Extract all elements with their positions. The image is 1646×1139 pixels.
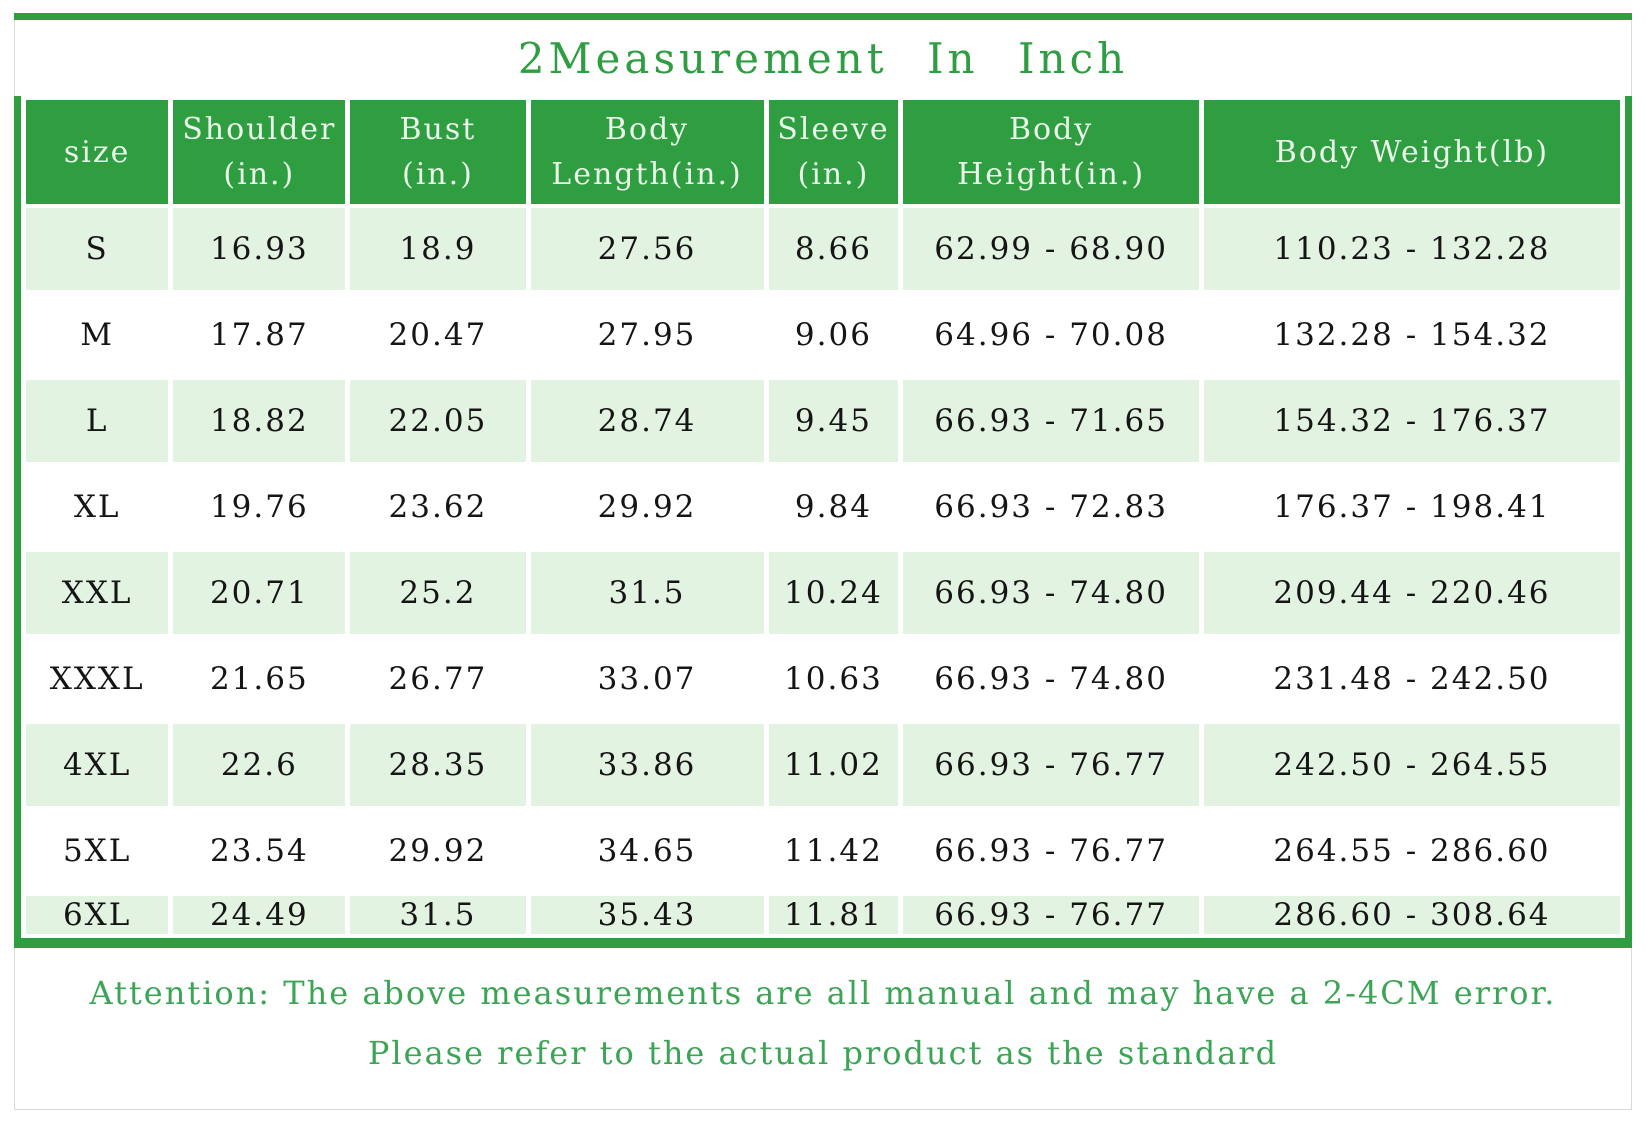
value-cell: 66.93 - 74.80 [903, 638, 1199, 720]
value-cell: 33.07 [530, 638, 764, 720]
value-cell: 66.93 - 76.77 [903, 810, 1199, 892]
value-cell: 25.2 [350, 552, 526, 634]
size-chart-page: 2Measurement In Inch size Shoulder (in.) B… [0, 13, 1646, 1110]
table-row: 5XL 23.54 29.92 34.65 11.42 66.93 - 76.77 264.… [26, 810, 1620, 892]
size-cell: 6XL [26, 896, 169, 934]
value-cell: 29.92 [530, 466, 764, 548]
table-row: XL 19.76 23.62 29.92 9.84 66.93 - 72.83 176.37… [26, 466, 1620, 548]
size-table-wrap: size Shoulder (in.) Bust (in.) Body Length(… [14, 96, 1632, 948]
table-row: 4XL 22.6 28.35 33.86 11.02 66.93 - 76.77 242.5… [26, 724, 1620, 806]
value-cell: 8.66 [768, 208, 899, 290]
title-section: 2Measurement In Inch [14, 20, 1632, 96]
size-cell: XL [26, 466, 169, 548]
value-cell: 132.28 - 154.32 [1203, 294, 1620, 376]
size-cell: XXXL [26, 638, 169, 720]
value-cell: 242.50 - 264.55 [1203, 724, 1620, 806]
value-cell: 11.81 [768, 896, 899, 934]
value-cell: 66.93 - 76.77 [903, 896, 1199, 934]
value-cell: 19.76 [173, 466, 346, 548]
column-header: Body Height(in.) [903, 100, 1199, 204]
column-header: size [26, 100, 169, 204]
size-cell: M [26, 294, 169, 376]
column-header: Body Length(in.) [530, 100, 764, 204]
table-body: S 16.93 18.9 27.56 8.66 62.99 - 68.90 110.23 -… [26, 208, 1620, 934]
size-table: size Shoulder (in.) Bust (in.) Body Length(… [21, 96, 1625, 938]
table-row: L 18.82 22.05 28.74 9.45 66.93 - 71.65 154.32 … [26, 380, 1620, 462]
table-row: 6XL 24.49 31.5 35.43 11.81 66.93 - 76.77 286.6… [26, 896, 1620, 934]
value-cell: 33.86 [530, 724, 764, 806]
value-cell: 17.87 [173, 294, 346, 376]
value-cell: 16.93 [173, 208, 346, 290]
table-row: S 16.93 18.9 27.56 8.66 62.99 - 68.90 110.23 -… [26, 208, 1620, 290]
value-cell: 9.06 [768, 294, 899, 376]
size-cell: L [26, 380, 169, 462]
size-cell: 4XL [26, 724, 169, 806]
attention-section: Attention: The above measurements are al… [14, 948, 1632, 1110]
header-row: size Shoulder (in.) Bust (in.) Body Length(… [26, 100, 1620, 204]
value-cell: 20.71 [173, 552, 346, 634]
table-row: XXXL 21.65 26.77 33.07 10.63 66.93 - 74.80 231… [26, 638, 1620, 720]
value-cell: 23.62 [350, 466, 526, 548]
size-cell: XXL [26, 552, 169, 634]
value-cell: 24.49 [173, 896, 346, 934]
value-cell: 23.54 [173, 810, 346, 892]
value-cell: 9.84 [768, 466, 899, 548]
value-cell: 27.56 [530, 208, 764, 290]
table-header: size Shoulder (in.) Bust (in.) Body Length(… [26, 100, 1620, 204]
value-cell: 18.82 [173, 380, 346, 462]
value-cell: 18.9 [350, 208, 526, 290]
value-cell: 66.93 - 74.80 [903, 552, 1199, 634]
value-cell: 110.23 - 132.28 [1203, 208, 1620, 290]
column-header: Sleeve (in.) [768, 100, 899, 204]
value-cell: 66.93 - 72.83 [903, 466, 1199, 548]
value-cell: 11.02 [768, 724, 899, 806]
value-cell: 34.65 [530, 810, 764, 892]
value-cell: 66.93 - 76.77 [903, 724, 1199, 806]
size-cell: S [26, 208, 169, 290]
top-divider [14, 13, 1632, 20]
value-cell: 28.74 [530, 380, 764, 462]
size-cell: 5XL [26, 810, 169, 892]
value-cell: 28.35 [350, 724, 526, 806]
value-cell: 31.5 [530, 552, 764, 634]
value-cell: 29.92 [350, 810, 526, 892]
value-cell: 9.45 [768, 380, 899, 462]
table-row: M 17.87 20.47 27.95 9.06 64.96 - 70.08 132.28 … [26, 294, 1620, 376]
value-cell: 26.77 [350, 638, 526, 720]
column-header: Body Weight(lb) [1203, 100, 1620, 204]
value-cell: 64.96 - 70.08 [903, 294, 1199, 376]
value-cell: 22.05 [350, 380, 526, 462]
value-cell: 21.65 [173, 638, 346, 720]
page-title: 2Measurement In Inch [517, 33, 1129, 83]
attention-line-2: Please refer to the actual product as th… [367, 1034, 1279, 1073]
value-cell: 22.6 [173, 724, 346, 806]
column-header: Shoulder (in.) [173, 100, 346, 204]
value-cell: 209.44 - 220.46 [1203, 552, 1620, 634]
value-cell: 35.43 [530, 896, 764, 934]
value-cell: 264.55 - 286.60 [1203, 810, 1620, 892]
value-cell: 20.47 [350, 294, 526, 376]
size-chart-card: 2Measurement In Inch size Shoulder (in.) B… [14, 13, 1632, 1110]
value-cell: 154.32 - 176.37 [1203, 380, 1620, 462]
value-cell: 66.93 - 71.65 [903, 380, 1199, 462]
attention-line-1: Attention: The above measurements are al… [89, 974, 1557, 1012]
value-cell: 31.5 [350, 896, 526, 934]
value-cell: 10.63 [768, 638, 899, 720]
value-cell: 231.48 - 242.50 [1203, 638, 1620, 720]
value-cell: 11.42 [768, 810, 899, 892]
column-header: Bust (in.) [350, 100, 526, 204]
value-cell: 10.24 [768, 552, 899, 634]
value-cell: 286.60 - 308.64 [1203, 896, 1620, 934]
value-cell: 27.95 [530, 294, 764, 376]
value-cell: 62.99 - 68.90 [903, 208, 1199, 290]
value-cell: 176.37 - 198.41 [1203, 466, 1620, 548]
table-row: XXL 20.71 25.2 31.5 10.24 66.93 - 74.80 209.44… [26, 552, 1620, 634]
